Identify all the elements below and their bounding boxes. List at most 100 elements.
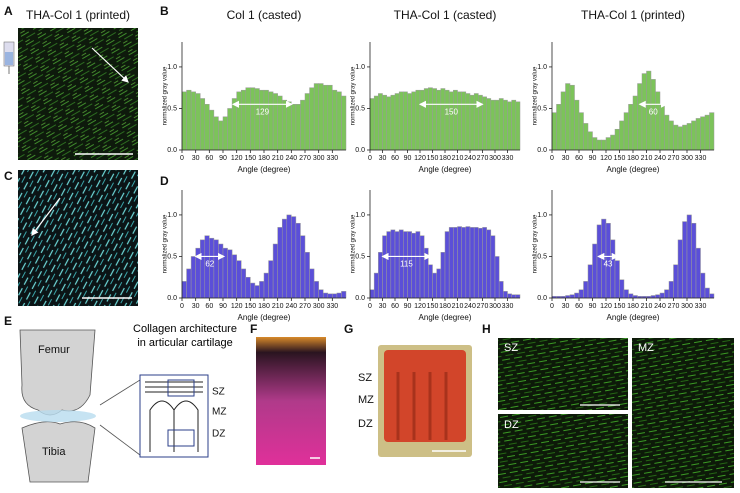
- bar: [245, 276, 251, 299]
- y-tick-label: 0.0: [167, 295, 177, 302]
- micrograph: [18, 170, 138, 306]
- x-tick-label: 120: [231, 303, 243, 310]
- bar: [682, 221, 688, 299]
- x-tick-label: 60: [575, 155, 583, 162]
- x-tick-label: 270: [668, 303, 680, 310]
- bar: [281, 218, 288, 299]
- x-tick-label: 30: [379, 155, 387, 162]
- micrograph: [498, 338, 628, 410]
- x-tick-label: 150: [427, 303, 439, 310]
- bar: [181, 91, 187, 151]
- bar: [583, 281, 589, 299]
- bar: [469, 227, 475, 299]
- bar: [419, 89, 425, 151]
- y-axis-label: normalized gray value: [351, 214, 357, 273]
- bar: [313, 281, 319, 299]
- bar: [461, 91, 467, 151]
- bar: [628, 293, 634, 299]
- y-tick-label: 0.0: [167, 147, 177, 154]
- bar: [695, 247, 701, 299]
- y-tick-label: 1.0: [355, 212, 365, 219]
- syringe-icon: [3, 41, 15, 74]
- zone-label: SZ: [504, 342, 518, 354]
- width-label: 60: [649, 107, 658, 116]
- bar: [709, 112, 715, 151]
- x-tick-label: 0: [180, 303, 184, 310]
- bar: [295, 104, 301, 151]
- bar: [268, 91, 274, 151]
- bar: [628, 104, 634, 151]
- x-tick-label: 300: [313, 303, 325, 310]
- bar: [322, 292, 329, 299]
- bar: [578, 289, 584, 299]
- bar: [227, 249, 233, 299]
- bar: [254, 88, 260, 151]
- x-tick-label: 90: [404, 303, 412, 310]
- bar: [498, 98, 504, 151]
- bar: [263, 89, 269, 151]
- bar: [637, 83, 643, 151]
- bar: [394, 93, 400, 151]
- x-tick-label: 0: [368, 303, 372, 310]
- bar: [686, 214, 692, 299]
- bar: [704, 114, 710, 151]
- x-tick-label: 270: [477, 303, 489, 310]
- zone-label: SZ: [358, 372, 372, 384]
- y-tick-label: 0.5: [355, 105, 365, 112]
- bar: [605, 137, 611, 151]
- y-axis-label: normalized gray value: [533, 66, 539, 125]
- x-tick-label: 330: [326, 155, 338, 162]
- x-tick-label: 330: [695, 303, 707, 310]
- y-axis-label: normalized gray value: [163, 214, 169, 273]
- bar: [440, 252, 446, 299]
- bar: [556, 104, 562, 151]
- bar: [623, 112, 629, 151]
- bar: [486, 229, 492, 299]
- x-tick-label: 30: [562, 155, 570, 162]
- bar: [382, 235, 387, 299]
- knee-diagram: [19, 329, 209, 483]
- bar: [186, 89, 192, 151]
- x-tick-label: 210: [452, 303, 464, 310]
- bar: [390, 94, 396, 151]
- bar: [448, 227, 454, 299]
- zone-label: DZ: [504, 419, 519, 431]
- bar: [668, 120, 674, 151]
- x-tick-label: 30: [192, 155, 200, 162]
- bar: [691, 120, 697, 151]
- label: Tibia: [42, 446, 66, 458]
- bar: [461, 227, 467, 299]
- x-tick-label: 60: [205, 155, 213, 162]
- bar: [569, 84, 575, 151]
- bar: [436, 268, 442, 299]
- width-label: 150: [445, 107, 459, 116]
- bar: [700, 116, 706, 151]
- bar: [673, 124, 679, 151]
- y-tick-label: 0.0: [537, 147, 547, 154]
- bar: [318, 83, 324, 151]
- bar: [341, 95, 347, 151]
- bar: [614, 260, 620, 299]
- bar: [336, 91, 342, 151]
- bar: [300, 235, 306, 299]
- zone-label: MZ: [358, 394, 374, 406]
- bar: [482, 96, 487, 151]
- bar: [369, 98, 375, 151]
- y-tick-label: 1.0: [355, 64, 365, 71]
- x-tick-label: 210: [641, 155, 653, 162]
- bar: [263, 272, 269, 299]
- panel-label: D: [160, 174, 169, 188]
- bar: [213, 116, 219, 151]
- bar: [272, 93, 278, 151]
- x-tick-label: 60: [391, 303, 399, 310]
- bar: [610, 134, 616, 151]
- bar: [332, 293, 338, 299]
- bar: [596, 139, 602, 151]
- bar: [704, 287, 710, 299]
- bar: [569, 294, 575, 299]
- x-tick-label: 270: [299, 303, 311, 310]
- bar: [309, 268, 315, 299]
- y-tick-label: 0.5: [167, 253, 177, 260]
- bar: [432, 88, 437, 151]
- bar: [490, 99, 496, 151]
